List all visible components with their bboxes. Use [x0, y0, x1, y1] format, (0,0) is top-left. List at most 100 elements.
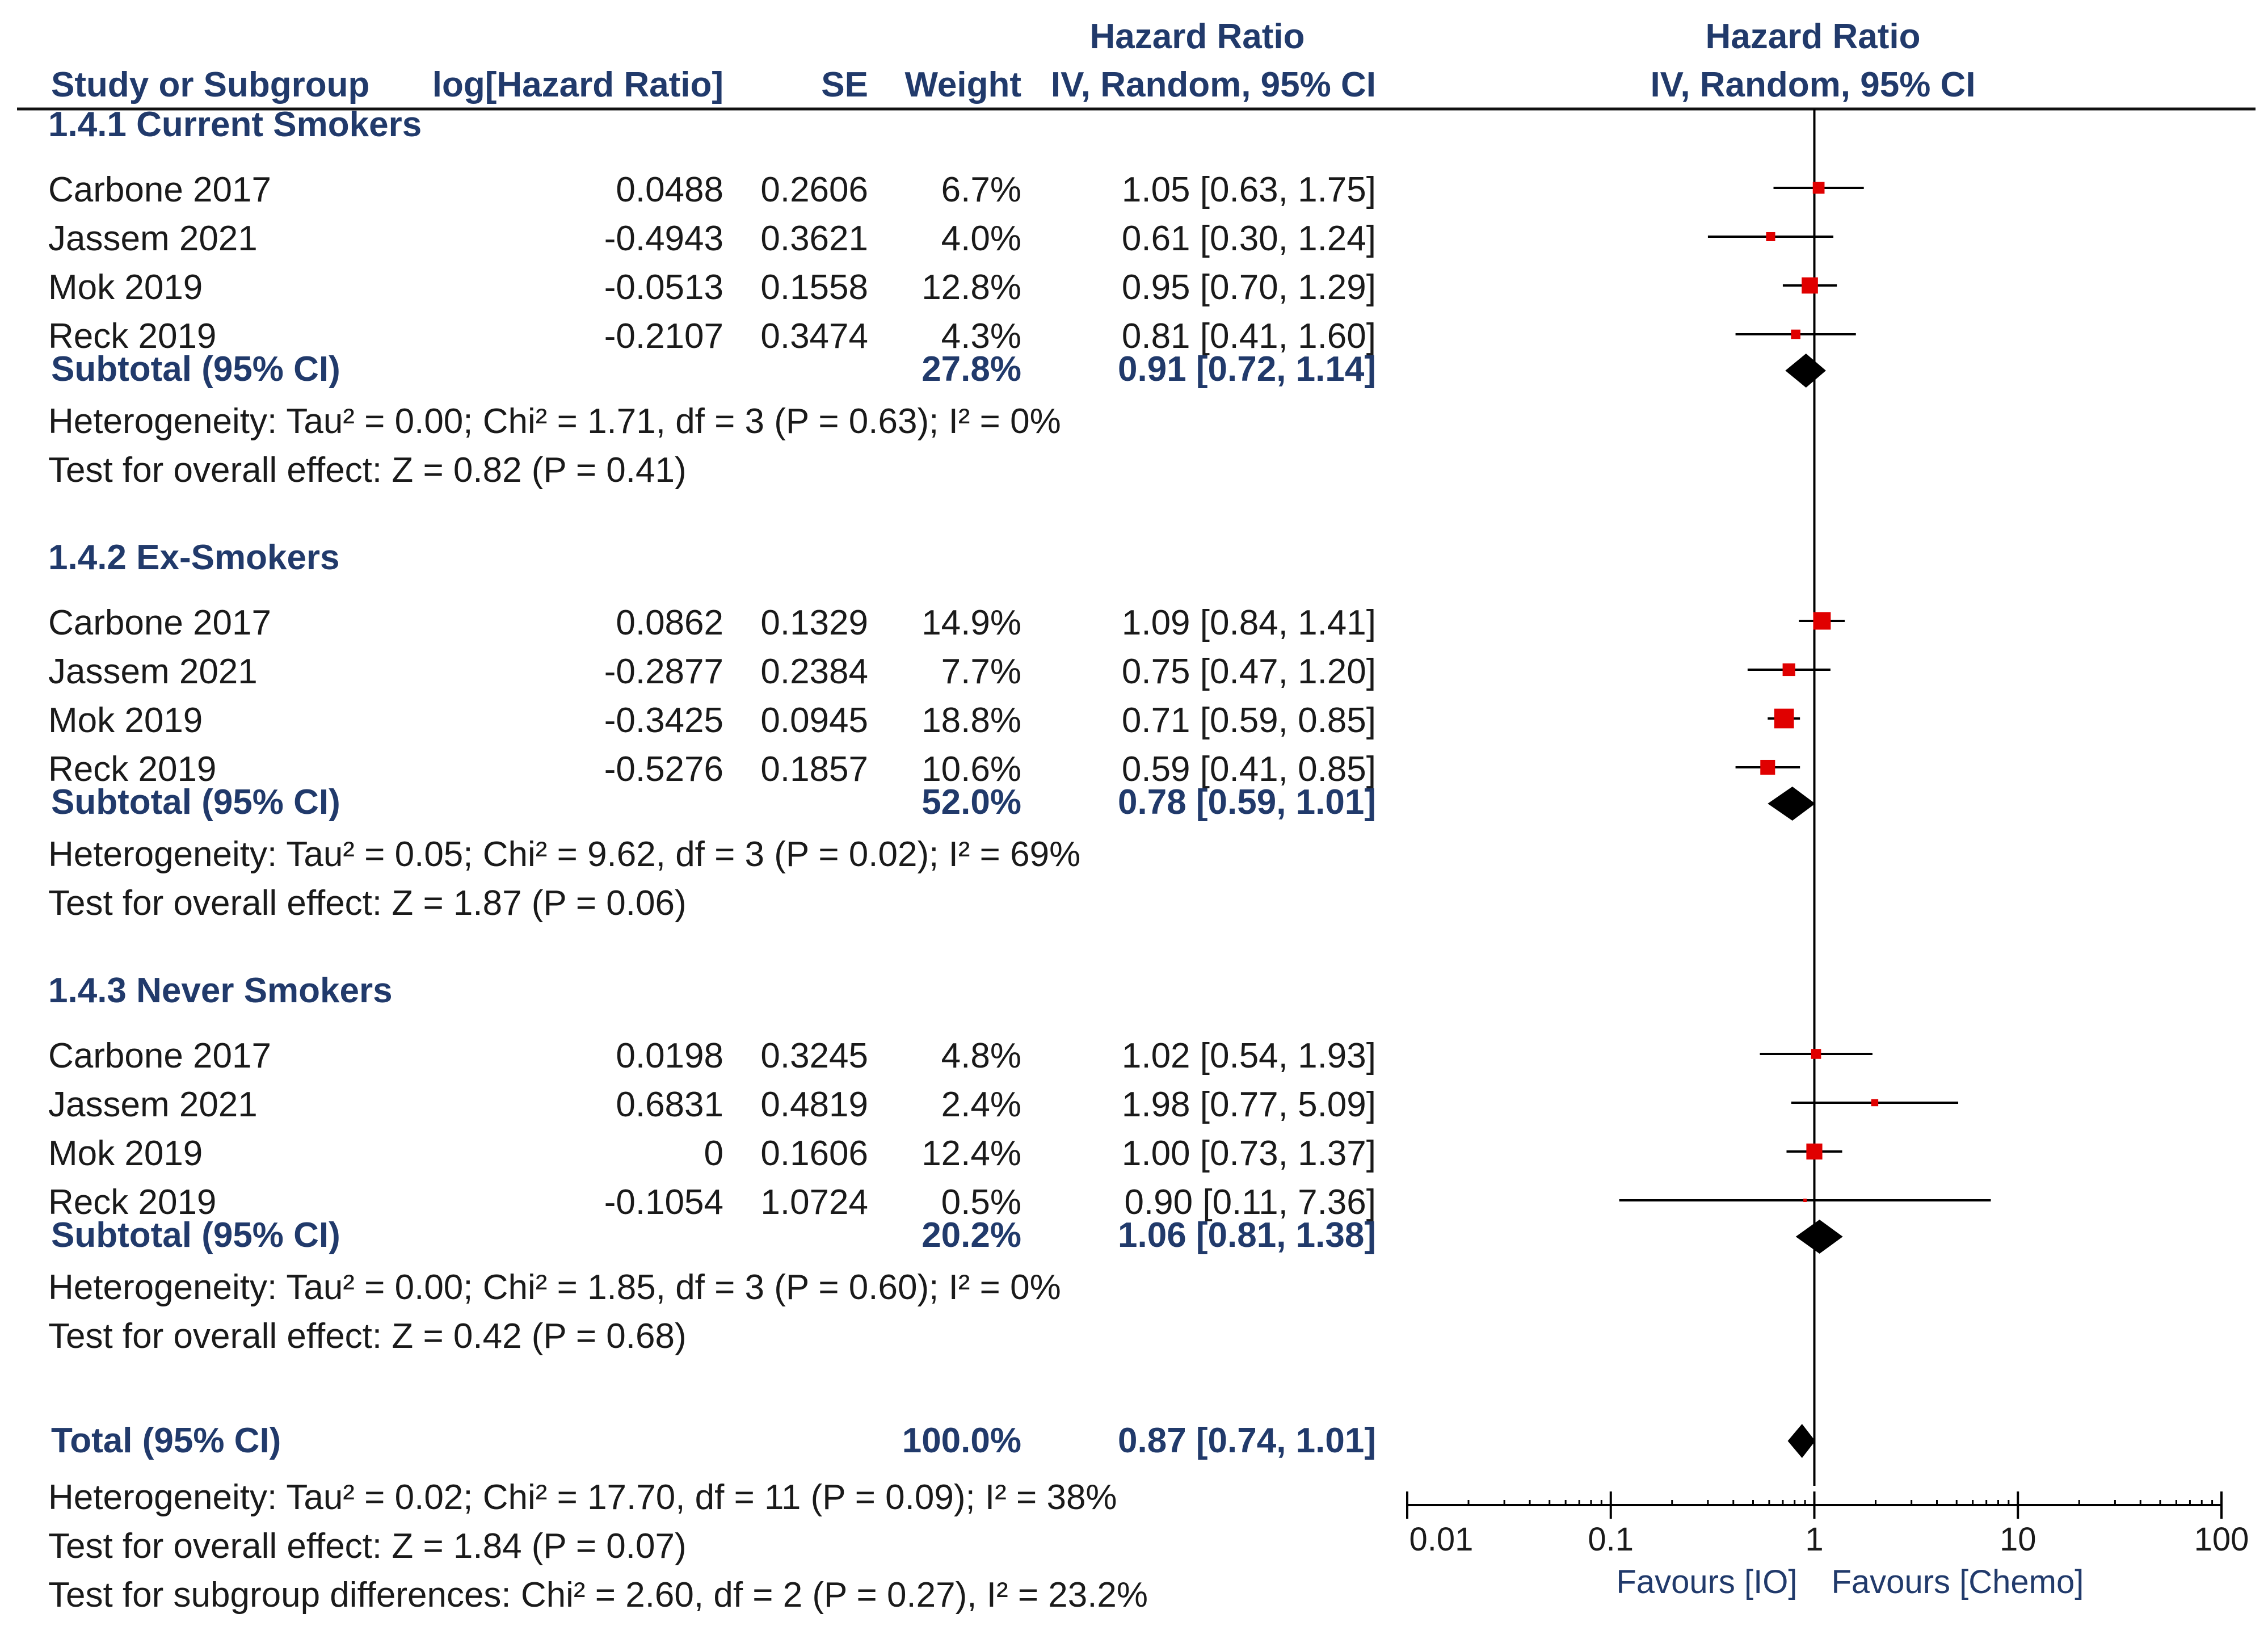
- header-hazard-ratio-left: Hazard Ratio: [1090, 17, 1305, 56]
- study-se: 0.3474: [760, 317, 868, 356]
- study-weight: 18.8%: [921, 701, 1021, 740]
- study-se: 0.4819: [760, 1085, 868, 1124]
- subtotal-weight: 27.8%: [921, 350, 1021, 389]
- overall-effect-text: Test for overall effect: Z = 0.82 (P = 0…: [48, 451, 687, 490]
- study-marker: [1782, 663, 1795, 676]
- table-rows: 1.4.1 Current Smokers Carbone 2017 0.0488 0…: [48, 105, 1376, 1615]
- total-diamond: [1787, 1424, 1816, 1458]
- favours-left-label: Favours [IO]: [1616, 1564, 1797, 1600]
- subtotal-ci: 0.78 [0.59, 1.01]: [1118, 783, 1376, 822]
- subtotal-weight: 20.2%: [921, 1216, 1021, 1255]
- study-weight: 4.0%: [941, 219, 1021, 258]
- study-marker: [1811, 1049, 1821, 1059]
- axis-tick-label: 0.1: [1588, 1521, 1634, 1558]
- favours-right-label: Favours [Chemo]: [1832, 1564, 2084, 1600]
- study-ci: 0.59 [0.41, 0.85]: [1122, 750, 1376, 789]
- study-weight: 7.7%: [941, 652, 1021, 691]
- axis-tick-label: 1: [1805, 1521, 1823, 1558]
- study-ci: 0.95 [0.70, 1.29]: [1122, 268, 1376, 307]
- study-name: Mok 2019: [48, 1134, 203, 1173]
- study-se: 0.1606: [760, 1134, 868, 1173]
- study-marker: [1802, 277, 1818, 294]
- study-weight: 10.6%: [921, 750, 1021, 789]
- study-marker: [1806, 1143, 1823, 1160]
- study-ci: 1.02 [0.54, 1.93]: [1122, 1036, 1376, 1075]
- study-ci: 1.98 [0.77, 5.09]: [1122, 1085, 1376, 1124]
- study-ci: 0.61 [0.30, 1.24]: [1122, 219, 1376, 258]
- subgroup-title: 1.4.2 Ex-Smokers: [48, 538, 340, 577]
- study-marker: [1871, 1099, 1879, 1107]
- study-marker: [1812, 182, 1825, 194]
- study-log-hr: -0.5276: [604, 750, 723, 789]
- subgroup-title: 1.4.1 Current Smokers: [48, 105, 422, 144]
- header-study: Study or Subgroup: [51, 65, 369, 104]
- subtotal-label: Subtotal (95% CI): [51, 350, 340, 389]
- total-heterogeneity-text: Heterogeneity: Tau² = 0.02; Chi² = 17.70…: [48, 1478, 1117, 1517]
- subtotal-label: Subtotal (95% CI): [51, 1216, 340, 1255]
- study-ci: 1.09 [0.84, 1.41]: [1122, 603, 1376, 642]
- study-log-hr: 0: [704, 1134, 723, 1173]
- study-weight: 4.3%: [941, 317, 1021, 356]
- study-ci: 1.00 [0.73, 1.37]: [1122, 1134, 1376, 1173]
- study-se: 0.2606: [760, 170, 868, 209]
- total-label: Total (95% CI): [51, 1421, 281, 1460]
- study-log-hr: -0.1054: [604, 1183, 723, 1222]
- study-name: Carbone 2017: [48, 1036, 271, 1075]
- study-ci: 1.05 [0.63, 1.75]: [1122, 170, 1376, 209]
- subtotal-weight: 52.0%: [921, 783, 1021, 822]
- subtotal-label: Subtotal (95% CI): [51, 783, 340, 822]
- heterogeneity-text: Heterogeneity: Tau² = 0.05; Chi² = 9.62,…: [48, 835, 1080, 874]
- study-weight: 12.4%: [921, 1134, 1021, 1173]
- study-se: 0.3245: [760, 1036, 868, 1075]
- study-log-hr: -0.4943: [604, 219, 723, 258]
- total-ci: 0.87 [0.74, 1.01]: [1118, 1421, 1376, 1460]
- study-marker: [1813, 612, 1831, 630]
- study-weight: 0.5%: [941, 1183, 1021, 1222]
- study-log-hr: 0.0198: [616, 1036, 723, 1075]
- header-hazard-ratio-right: Hazard Ratio: [1706, 17, 1921, 56]
- header-ci-right: IV, Random, 95% CI: [1650, 65, 1975, 104]
- study-weight: 4.8%: [941, 1036, 1021, 1075]
- study-ci: 0.71 [0.59, 0.85]: [1122, 701, 1376, 740]
- heterogeneity-text: Heterogeneity: Tau² = 0.00; Chi² = 1.85,…: [48, 1268, 1061, 1307]
- study-log-hr: 0.0862: [616, 603, 723, 642]
- study-marker: [1791, 329, 1800, 339]
- study-marker: [1766, 232, 1775, 241]
- study-ci: 0.75 [0.47, 1.20]: [1122, 652, 1376, 691]
- subtotal-diamond: [1768, 787, 1816, 821]
- subgroup-title: 1.4.3 Never Smokers: [48, 971, 393, 1010]
- study-weight: 2.4%: [941, 1085, 1021, 1124]
- study-log-hr: 0.6831: [616, 1085, 723, 1124]
- header-ci-left: IV, Random, 95% CI: [1051, 65, 1376, 104]
- study-se: 0.1857: [760, 750, 868, 789]
- overall-effect-text: Test for overall effect: Z = 0.42 (P = 0…: [48, 1317, 687, 1356]
- study-weight: 12.8%: [921, 268, 1021, 307]
- study-name: Carbone 2017: [48, 603, 271, 642]
- study-marker: [1774, 708, 1794, 729]
- x-axis: 0.01 0.1 1 10 100 Favours [IO] Favours [Chemo]: [1406, 1491, 2249, 1600]
- subtotal-ci: 0.91 [0.72, 1.14]: [1118, 350, 1376, 389]
- study-name: Carbone 2017: [48, 170, 271, 209]
- study-weight: 6.7%: [941, 170, 1021, 209]
- study-name: Reck 2019: [48, 317, 216, 356]
- study-name: Reck 2019: [48, 1183, 216, 1222]
- study-name: Mok 2019: [48, 268, 203, 307]
- header-weight: Weight: [905, 65, 1022, 104]
- study-name: Jassem 2021: [48, 1085, 258, 1124]
- study-log-hr: -0.3425: [604, 701, 723, 740]
- header-log-hr: log[Hazard Ratio]: [432, 65, 723, 104]
- study-log-hr: 0.0488: [616, 170, 723, 209]
- overall-effect-text: Test for overall effect: Z = 1.87 (P = 0…: [48, 884, 687, 923]
- study-log-hr: -0.0513: [604, 268, 723, 307]
- study-name: Jassem 2021: [48, 652, 258, 691]
- study-se: 0.3621: [760, 219, 868, 258]
- study-ci: 0.81 [0.41, 1.60]: [1122, 317, 1376, 356]
- study-marker: [1760, 759, 1775, 775]
- study-se: 0.1329: [760, 603, 868, 642]
- study-log-hr: -0.2877: [604, 652, 723, 691]
- heterogeneity-text: Heterogeneity: Tau² = 0.00; Chi² = 1.71,…: [48, 402, 1061, 441]
- subgroup-differences-text: Test for subgroup differences: Chi² = 2.…: [48, 1575, 1148, 1615]
- axis-tick-label: 100: [2194, 1521, 2249, 1558]
